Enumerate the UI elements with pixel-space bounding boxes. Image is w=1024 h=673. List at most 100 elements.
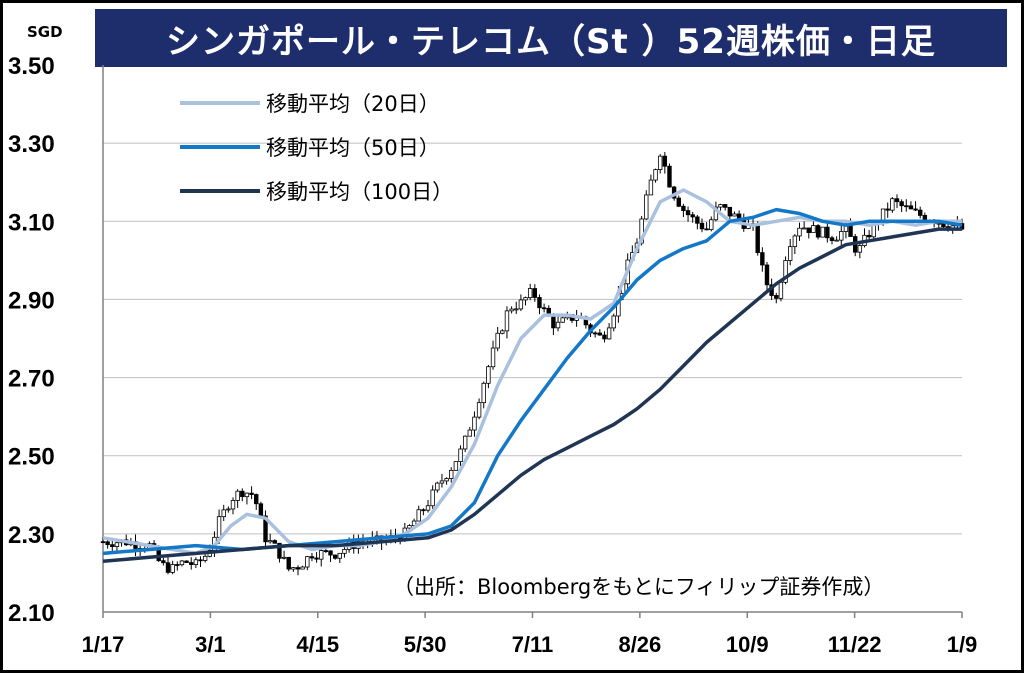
candle-body bbox=[328, 550, 333, 556]
candle-body bbox=[699, 222, 705, 230]
legend-label-2: 移動平均（100日） bbox=[266, 180, 453, 204]
candle-body bbox=[495, 332, 500, 349]
candle-body bbox=[676, 197, 681, 207]
candle-body bbox=[291, 567, 296, 570]
candle-body bbox=[681, 205, 686, 211]
candle-body bbox=[606, 327, 612, 340]
candle-body bbox=[908, 205, 914, 210]
candle-body bbox=[425, 505, 431, 511]
candle-body bbox=[801, 227, 807, 230]
source-note: （出所：Bloombergをもとにフィリップ証券作成） bbox=[393, 575, 884, 599]
candle-body bbox=[295, 567, 301, 570]
unit-label: SGD bbox=[27, 23, 63, 41]
candle-body bbox=[244, 492, 250, 498]
candle-body bbox=[857, 245, 863, 253]
candle-body bbox=[258, 503, 264, 517]
y-tick-label-2.70: 2.70 bbox=[8, 366, 55, 393]
candle-body bbox=[825, 226, 830, 239]
moving-average-lines bbox=[102, 188, 963, 563]
x-tick-label-7/11: 7/11 bbox=[512, 632, 554, 657]
candle-body bbox=[890, 198, 895, 211]
candle-body bbox=[792, 235, 798, 248]
candle-body bbox=[230, 500, 236, 510]
candle-body bbox=[179, 560, 185, 566]
y-tick-label-3.30: 3.30 bbox=[8, 131, 55, 158]
candle-body bbox=[727, 206, 733, 217]
candle-body bbox=[249, 492, 254, 495]
candle-body bbox=[110, 544, 115, 548]
candle-body bbox=[486, 366, 491, 384]
candle-body bbox=[806, 227, 811, 234]
x-tick-label-3/1: 3/1 bbox=[195, 632, 226, 657]
candle-body bbox=[193, 559, 199, 565]
candle-body bbox=[518, 299, 524, 310]
candle-body bbox=[114, 542, 120, 548]
candle-body bbox=[788, 246, 793, 261]
candle-body bbox=[509, 308, 514, 312]
candle-body bbox=[407, 525, 412, 529]
candle-body bbox=[709, 219, 714, 230]
candle-body bbox=[815, 225, 821, 238]
candle-body bbox=[430, 489, 435, 507]
candle-body bbox=[704, 228, 709, 231]
candle-body bbox=[272, 540, 277, 544]
candle-body bbox=[866, 234, 872, 238]
legend-label-0: 移動平均（20日） bbox=[266, 92, 440, 116]
candle-body bbox=[504, 310, 510, 332]
candle-body bbox=[555, 321, 561, 329]
candle-body bbox=[342, 549, 347, 554]
candle-body bbox=[551, 315, 556, 329]
candle-body bbox=[337, 552, 343, 559]
candle-body bbox=[718, 204, 723, 208]
candle-body bbox=[695, 216, 700, 224]
candle-body bbox=[305, 556, 310, 568]
x-tick-label-4/15: 4/15 bbox=[296, 632, 339, 657]
candle-body bbox=[263, 515, 268, 543]
candle-body bbox=[644, 194, 649, 220]
candle-body bbox=[202, 555, 208, 561]
candle-body bbox=[541, 307, 547, 310]
candle-body bbox=[667, 165, 672, 188]
candle-body bbox=[184, 560, 189, 563]
candle-body bbox=[820, 226, 825, 238]
candle-body bbox=[281, 556, 287, 559]
candle-body bbox=[267, 540, 273, 543]
candle-body bbox=[323, 550, 329, 552]
candle-body bbox=[458, 448, 463, 463]
candle-body bbox=[439, 480, 445, 484]
candle-body bbox=[774, 295, 779, 299]
y-tick-label-2.50: 2.50 bbox=[8, 444, 55, 471]
candle-body bbox=[216, 516, 222, 538]
candle-body bbox=[885, 208, 890, 211]
candle-body bbox=[462, 435, 468, 450]
candle-body bbox=[537, 297, 542, 309]
candle-body bbox=[797, 227, 802, 237]
candle-body bbox=[811, 225, 816, 234]
candle-body bbox=[918, 209, 923, 216]
candle-body bbox=[597, 332, 603, 336]
candle-body bbox=[722, 204, 728, 208]
ma-line-1 bbox=[102, 207, 963, 556]
x-tick-label-1/9: 1/9 bbox=[947, 632, 978, 657]
candle-body bbox=[319, 550, 324, 560]
candle-body bbox=[444, 478, 449, 482]
candle-body bbox=[829, 237, 835, 241]
candle-body bbox=[834, 239, 839, 242]
candle-body bbox=[936, 222, 941, 225]
chart-title: シンガポール・テレコム（St ）52週株価・日足 bbox=[95, 9, 1007, 67]
candle-body bbox=[198, 559, 203, 562]
candle-body bbox=[602, 334, 607, 340]
candle-body bbox=[170, 564, 175, 573]
candle-body bbox=[421, 509, 426, 512]
candle-body bbox=[221, 509, 226, 518]
candle-body bbox=[416, 509, 421, 522]
candle-body bbox=[175, 564, 180, 566]
candle-body bbox=[161, 560, 166, 564]
candle-body bbox=[472, 416, 477, 431]
candle-body bbox=[764, 264, 770, 286]
candle-body bbox=[467, 429, 473, 437]
candle-body bbox=[899, 201, 904, 207]
x-tick-label-1/17: 1/17 bbox=[82, 632, 125, 657]
